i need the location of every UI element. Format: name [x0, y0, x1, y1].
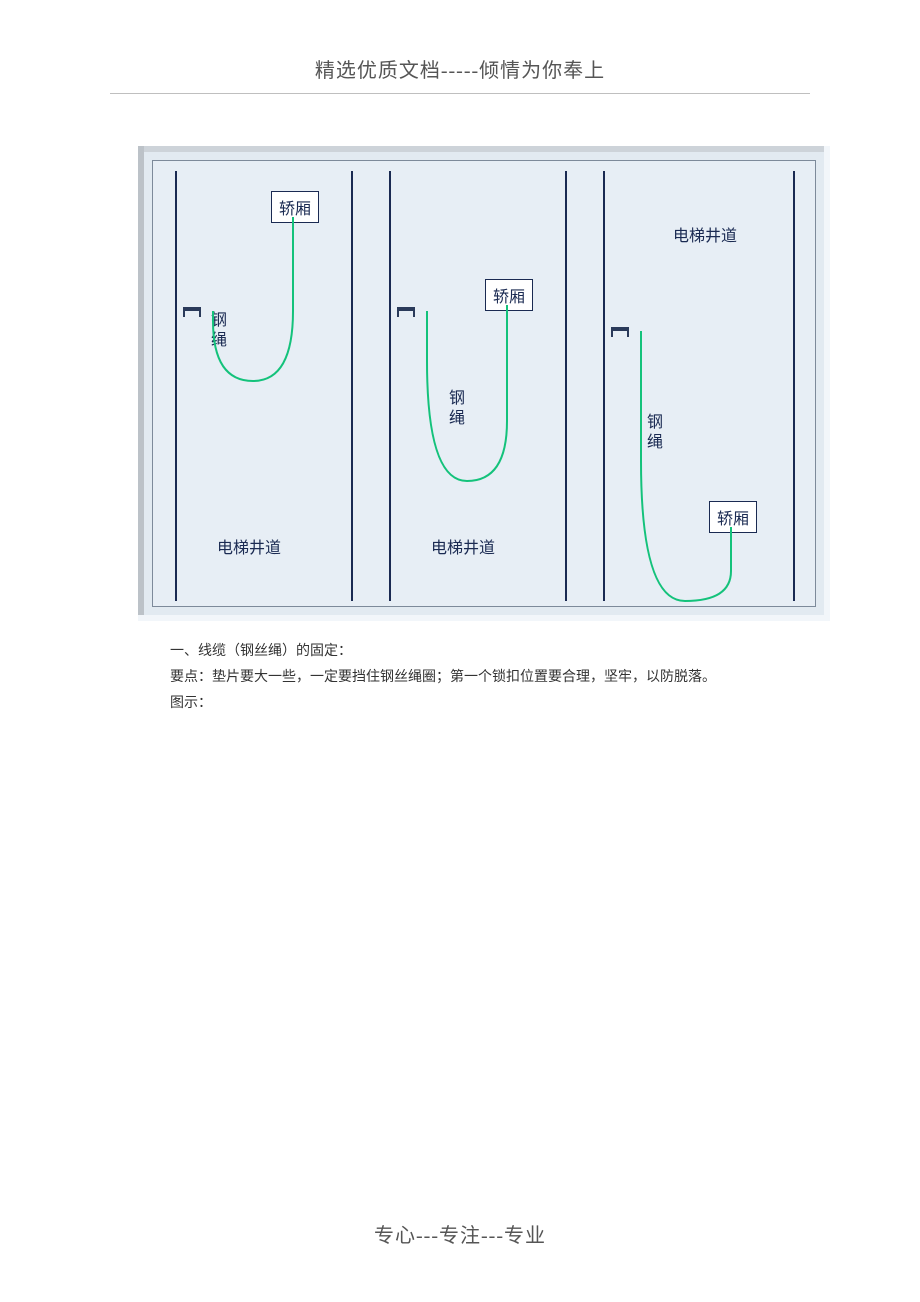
- diagram-inner: 轿厢钢 绳电梯井道轿厢钢 绳电梯井道轿厢钢 绳电梯井道: [152, 160, 816, 607]
- diagram-frame: 轿厢钢 绳电梯井道轿厢钢 绳电梯井道轿厢钢 绳电梯井道: [138, 146, 830, 621]
- bevel-top: [138, 146, 830, 152]
- bevel-left: [138, 146, 144, 621]
- page-footer: 专心---专注---专业: [0, 1219, 920, 1248]
- header-title: 精选优质文档-----倾情为你奉上: [315, 60, 605, 82]
- bevel-bottom: [138, 615, 830, 621]
- header-rule: [110, 93, 810, 94]
- body-line-2: 要点：垫片要大一些，一定要挡住钢丝绳圈；第一个锁扣位置要合理，坚牢，以防脱落。: [170, 665, 820, 691]
- body-line-3: 图示：: [170, 691, 820, 717]
- body-text: 一、线缆（钢丝绳）的固定： 要点：垫片要大一些，一定要挡住钢丝绳圈；第一个锁扣位…: [170, 639, 820, 717]
- body-line-1: 一、线缆（钢丝绳）的固定：: [170, 639, 820, 665]
- bevel-right: [824, 146, 830, 621]
- rope-path: [153, 161, 817, 608]
- page-header: 精选优质文档-----倾情为你奉上: [0, 0, 920, 83]
- footer-text: 专心---专注---专业: [374, 1225, 546, 1247]
